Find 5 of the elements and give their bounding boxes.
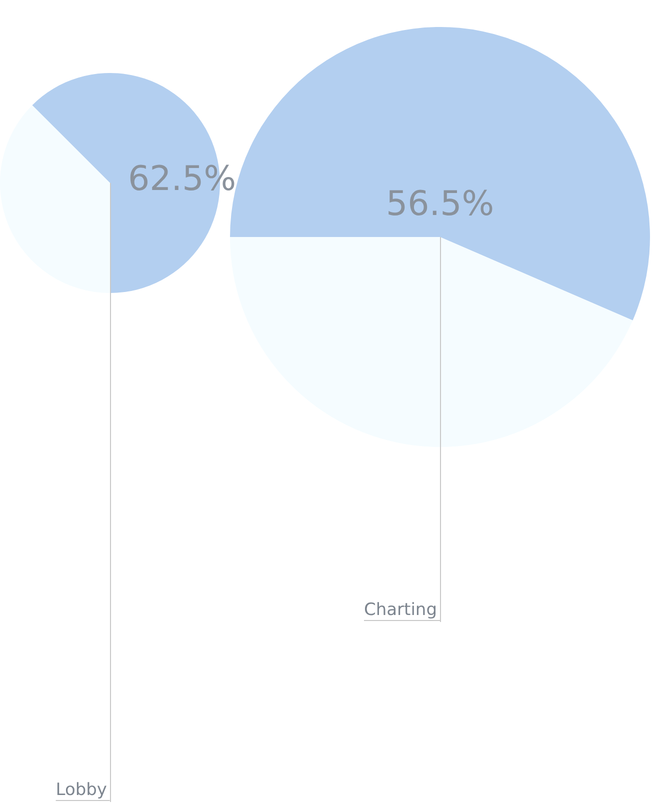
pie-slice — [230, 237, 633, 447]
text: Charting — [364, 600, 440, 621]
data-label: 56.5% — [386, 184, 494, 224]
text: Lobby — [56, 780, 110, 801]
pie-slice — [0, 105, 110, 293]
